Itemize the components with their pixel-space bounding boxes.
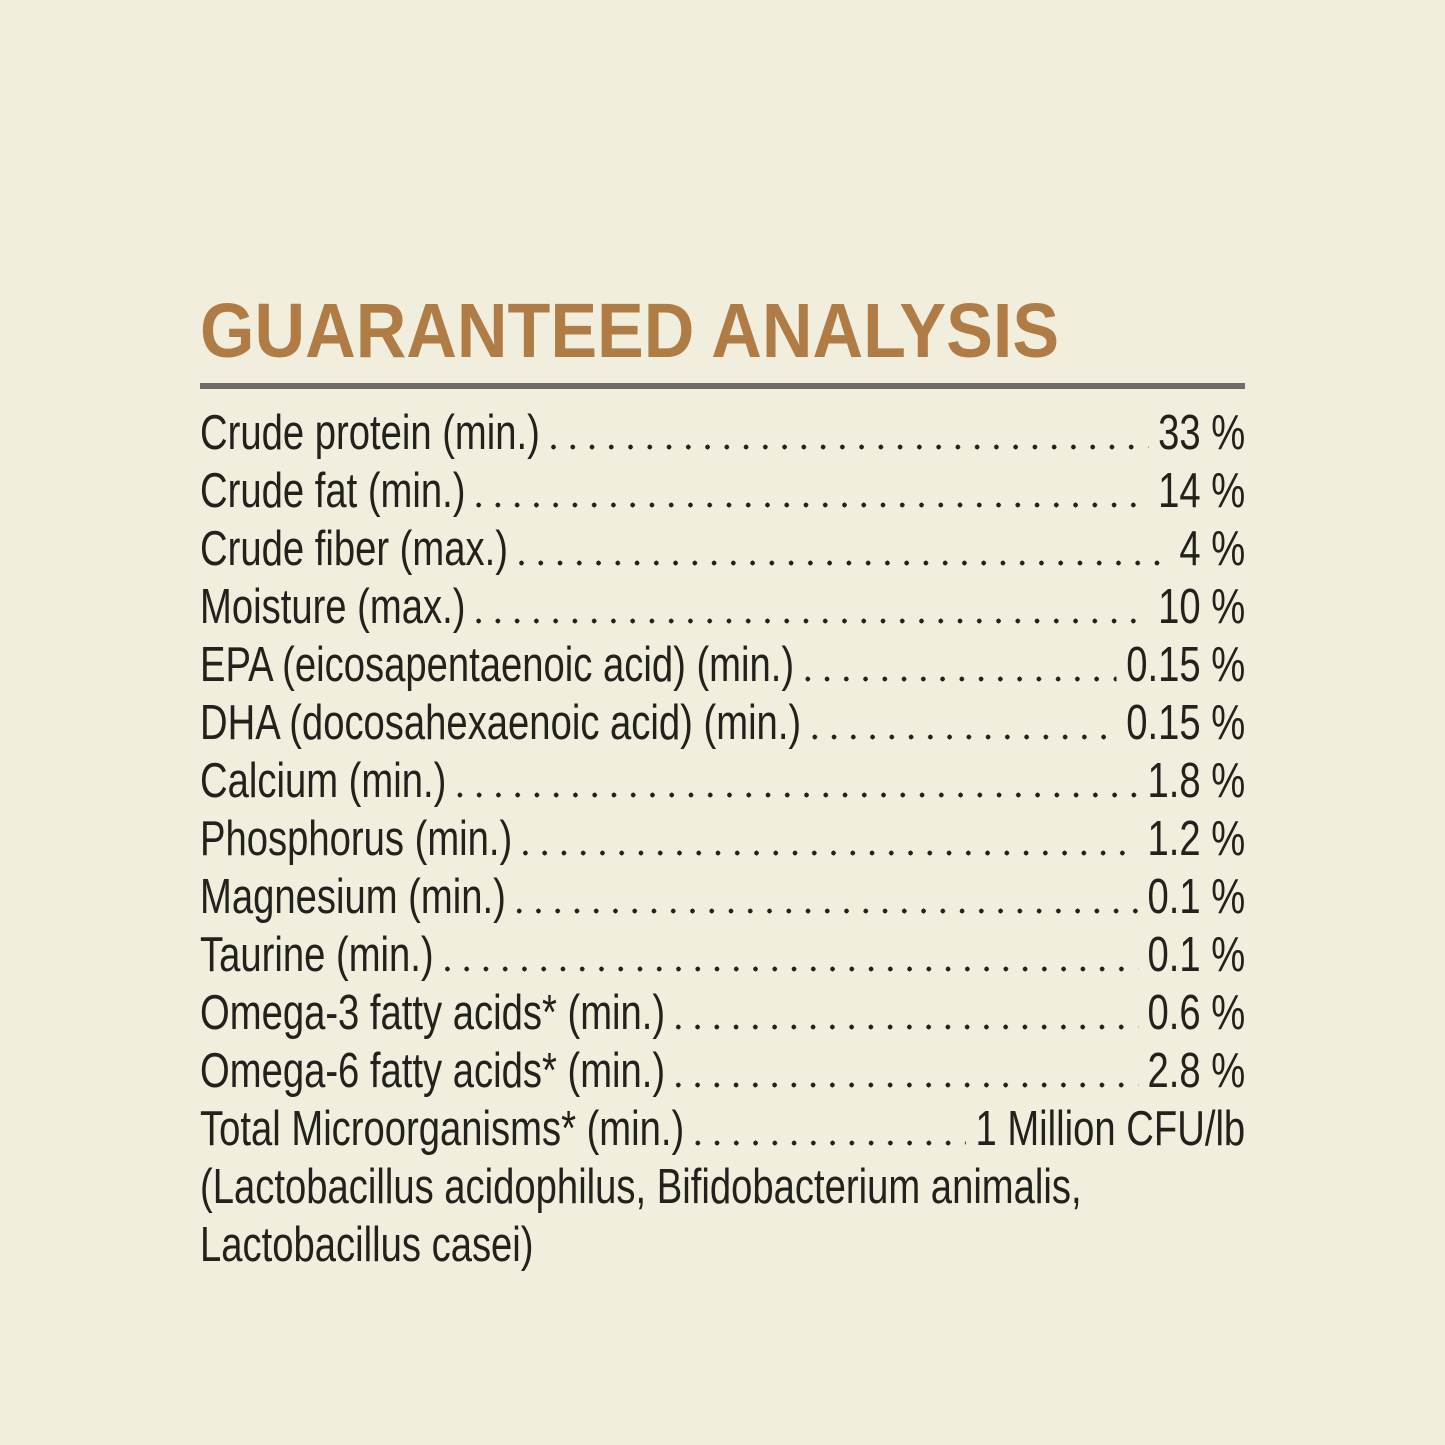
row-value: 0.6 %: [1147, 986, 1246, 1040]
analysis-row: Omega-3 fatty acids* (min.) 0.6 %: [200, 984, 1245, 1042]
row-label: Moisture (max.): [200, 580, 466, 634]
analysis-row: Magnesium (min.) 0.1 %: [200, 868, 1245, 926]
row-label: Omega-6 fatty acids* (min.): [200, 1044, 666, 1098]
analysis-table: Crude protein (min.) 33 % Crude fat (min…: [200, 404, 1245, 1274]
row-label: DHA (docosahexaenoic acid) (min.): [200, 696, 802, 750]
row-label: EPA (eicosapentaenoic acid) (min.): [200, 638, 795, 692]
row-value: 14 %: [1158, 464, 1246, 518]
leader-dots: [676, 1042, 1139, 1100]
leader-dots: [444, 926, 1139, 984]
analysis-row: Crude fat (min.) 14 %: [200, 462, 1245, 520]
leader-dots: [676, 984, 1139, 1042]
row-value: 2.8 %: [1147, 1044, 1246, 1098]
analysis-row: Taurine (min.) 0.1 %: [200, 926, 1245, 984]
analysis-row: Phosphorus (min.) 1.2 %: [200, 810, 1245, 868]
section-title: GUARANTEED ANALYSIS: [200, 288, 1060, 374]
leader-dots: [476, 462, 1149, 520]
row-label: Omega-3 fatty acids* (min.): [200, 986, 666, 1040]
footnote-line: (Lactobacillus acidophilus, Bifidobacter…: [200, 1160, 1082, 1214]
row-value: 33 %: [1158, 406, 1246, 460]
leader-dots: [457, 752, 1139, 810]
row-label: Total Microorganisms* (min.): [200, 1102, 685, 1156]
row-value: 0.1 %: [1147, 928, 1246, 982]
row-label: Crude fiber (max.): [200, 522, 508, 576]
analysis-row: DHA (docosahexaenoic acid) (min.) 0.15 %: [200, 694, 1245, 752]
leader-dots: [812, 694, 1117, 752]
row-label: Calcium (min.): [200, 754, 447, 808]
row-label: Crude protein (min.): [200, 406, 540, 460]
leader-dots: [550, 404, 1149, 462]
analysis-table-wrap: Crude protein (min.) 33 % Crude fat (min…: [200, 404, 1245, 1274]
analysis-row: Crude protein (min.) 33 %: [200, 404, 1245, 462]
analysis-row: Moisture (max.) 10 %: [200, 578, 1245, 636]
analysis-row: Total Microorganisms* (min.) 1 Million C…: [200, 1100, 1245, 1158]
row-value: 1 Million CFU/lb: [975, 1102, 1246, 1156]
divider-rule: [200, 383, 1245, 389]
row-value: 0.15 %: [1126, 638, 1246, 692]
guaranteed-analysis-panel: GUARANTEED ANALYSIS Crude protein (min.)…: [0, 293, 1445, 1445]
row-label: Magnesium (min.): [200, 870, 506, 924]
leader-dots: [695, 1100, 967, 1158]
row-label: Crude fat (min.): [200, 464, 466, 518]
analysis-row: Crude fiber (max.) 4 %: [200, 520, 1245, 578]
row-value: 0.15 %: [1126, 696, 1246, 750]
row-value: 1.8 %: [1147, 754, 1246, 808]
row-value: 0.1 %: [1147, 870, 1246, 924]
leader-dots: [805, 636, 1117, 694]
footnote-line: Lactobacillus casei): [200, 1218, 534, 1272]
row-label: Taurine (min.): [200, 928, 434, 982]
leader-dots: [523, 810, 1139, 868]
row-value: 10 %: [1158, 580, 1246, 634]
leader-dots: [518, 520, 1170, 578]
leader-dots: [476, 578, 1149, 636]
row-value: 4 %: [1179, 522, 1246, 576]
analysis-row: Calcium (min.) 1.8 %: [200, 752, 1245, 810]
row-label: Phosphorus (min.): [200, 812, 513, 866]
row-value: 1.2 %: [1147, 812, 1246, 866]
leader-dots: [516, 868, 1139, 926]
analysis-row: EPA (eicosapentaenoic acid) (min.) 0.15 …: [200, 636, 1245, 694]
analysis-row: Omega-6 fatty acids* (min.) 2.8 %: [200, 1042, 1245, 1100]
